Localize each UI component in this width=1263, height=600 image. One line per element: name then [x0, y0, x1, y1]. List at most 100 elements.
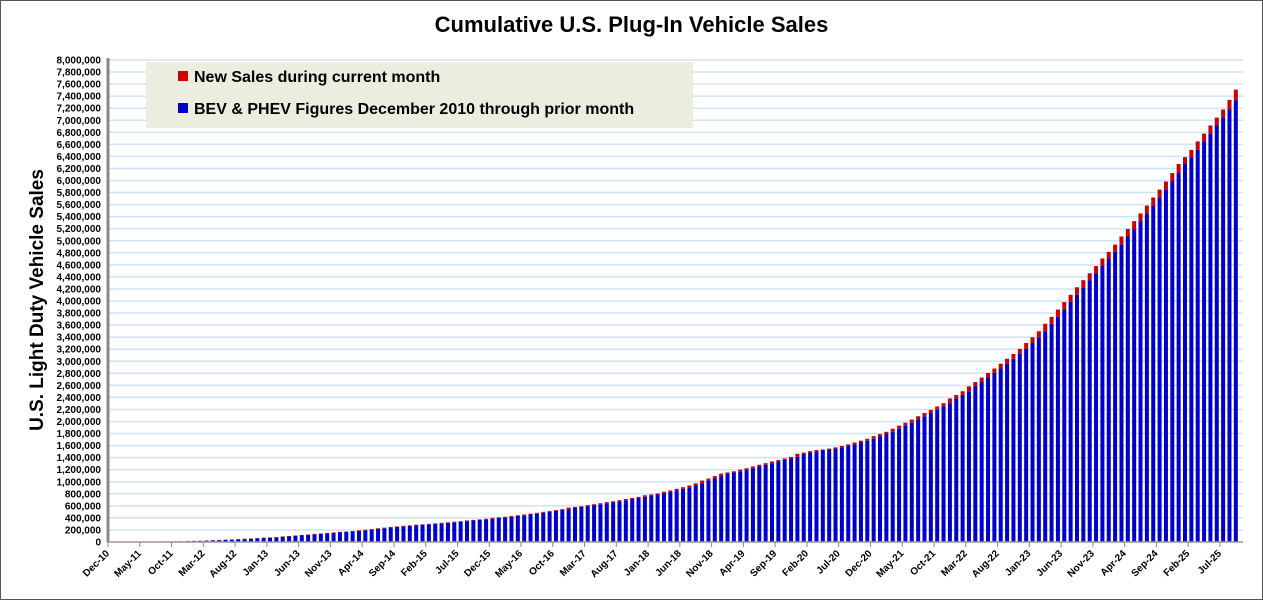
- bar-prior-total: [299, 535, 304, 542]
- y-tick-label: 5,000,000: [57, 236, 102, 247]
- bar-new-sales: [299, 535, 304, 536]
- bar-new-sales: [769, 461, 774, 464]
- bar-new-sales: [789, 456, 794, 459]
- bar-prior-total: [954, 398, 959, 542]
- bar-prior-total: [636, 497, 641, 542]
- bar-prior-total: [1011, 358, 1016, 542]
- bar-prior-total: [1100, 266, 1105, 542]
- bar-new-sales: [693, 483, 698, 486]
- bar-prior-total: [280, 537, 285, 542]
- bar-prior-total: [395, 526, 400, 542]
- bar-new-sales: [579, 506, 584, 507]
- bar-new-sales: [1125, 228, 1130, 237]
- bar-new-sales: [547, 510, 552, 512]
- bar-prior-total: [496, 517, 501, 542]
- bar-new-sales: [395, 526, 400, 527]
- bar-prior-total: [471, 520, 476, 542]
- bar-new-sales: [820, 449, 825, 451]
- bar-prior-total: [579, 506, 584, 542]
- bar-prior-total: [725, 473, 730, 542]
- bar-prior-total: [801, 453, 806, 542]
- bar-prior-total: [941, 406, 946, 542]
- bar-prior-total: [210, 540, 215, 542]
- bar-new-sales: [585, 505, 590, 507]
- y-tick-label: 1,800,000: [57, 429, 102, 440]
- bar-prior-total: [846, 445, 851, 542]
- bar-new-sales: [1144, 205, 1149, 214]
- bar-prior-total: [1119, 244, 1124, 542]
- bar-new-sales: [750, 466, 755, 469]
- bar-prior-total: [541, 512, 546, 542]
- bar-prior-total: [414, 525, 419, 542]
- bar-new-sales: [1036, 331, 1041, 338]
- bar-prior-total: [1221, 117, 1226, 543]
- bar-new-sales: [903, 422, 908, 426]
- bar-prior-total: [465, 521, 470, 542]
- bar-prior-total: [382, 528, 387, 542]
- bar-prior-total: [312, 534, 317, 542]
- bar-new-sales: [1068, 294, 1073, 303]
- x-tick-label: Nov-23: [1066, 548, 1098, 580]
- bar-prior-total: [712, 478, 717, 542]
- bar-prior-total: [547, 511, 552, 542]
- bar-new-sales: [973, 382, 978, 387]
- bar-new-sales: [795, 453, 800, 457]
- bar-new-sales: [592, 504, 597, 506]
- x-tick-label: Jun-18: [653, 548, 684, 579]
- bar-new-sales: [833, 447, 838, 449]
- bar-new-sales: [388, 526, 393, 528]
- x-tick-label: Nov-18: [684, 548, 716, 580]
- bar-prior-total: [1202, 141, 1207, 542]
- bar-prior-total: [1055, 316, 1060, 542]
- bar-new-sales: [312, 533, 317, 535]
- y-tick-label: 4,000,000: [57, 297, 102, 308]
- x-tick-label: Jan-18: [622, 548, 652, 578]
- bar-prior-total: [439, 523, 444, 542]
- bar-prior-total: [731, 472, 736, 542]
- y-tick-label: 3,400,000: [57, 333, 102, 344]
- bar-new-sales: [1151, 197, 1156, 206]
- bar-new-sales: [1170, 173, 1175, 182]
- bar-prior-total: [344, 531, 349, 542]
- bar-prior-total: [935, 409, 940, 542]
- y-tick-label: 7,600,000: [57, 80, 102, 91]
- y-tick-label: 7,000,000: [57, 116, 102, 127]
- x-tick-label: Mar-22: [939, 548, 970, 579]
- y-tick-label: 7,400,000: [57, 92, 102, 103]
- x-tick-label: Aug-17: [589, 548, 621, 580]
- bar-new-sales: [928, 409, 933, 413]
- bar-prior-total: [566, 509, 571, 542]
- bar-new-sales: [1005, 358, 1010, 364]
- bar-prior-total: [1043, 331, 1048, 542]
- y-tick-label: 8,000,000: [57, 56, 102, 67]
- bar-prior-total: [1005, 363, 1010, 542]
- bar-prior-total: [242, 539, 247, 542]
- legend-item-new-sales: New Sales during current month: [178, 69, 440, 87]
- bar-prior-total: [833, 448, 838, 542]
- bar-new-sales: [814, 450, 819, 452]
- bar-prior-total: [642, 496, 647, 542]
- x-tick-label: Feb-15: [399, 548, 430, 579]
- bar-prior-total: [503, 517, 508, 542]
- x-tick-label: Dec-20: [844, 548, 875, 579]
- y-tick-label: 1,600,000: [57, 441, 102, 452]
- bar-prior-total: [1138, 221, 1143, 542]
- bar-new-sales: [617, 500, 622, 502]
- bar-prior-total: [1106, 258, 1111, 542]
- x-tick-label: Dec-15: [462, 548, 493, 579]
- y-tick-label: 5,800,000: [57, 188, 102, 199]
- bar-prior-total: [306, 535, 311, 542]
- y-tick-label: 5,400,000: [57, 212, 102, 223]
- bar-new-sales: [1233, 89, 1238, 100]
- x-tick-label: Jun-23: [1035, 548, 1066, 579]
- bar-prior-total: [1233, 99, 1238, 542]
- y-tick-label: 2,000,000: [57, 417, 102, 428]
- bar-prior-total: [433, 523, 438, 542]
- bar-new-sales: [757, 464, 762, 467]
- bar-new-sales: [414, 524, 419, 526]
- bar-new-sales: [947, 398, 952, 404]
- bar-new-sales: [858, 440, 863, 443]
- bar-prior-total: [1195, 149, 1200, 542]
- y-tick-label: 6,400,000: [57, 152, 102, 163]
- bar-prior-total: [1068, 302, 1073, 542]
